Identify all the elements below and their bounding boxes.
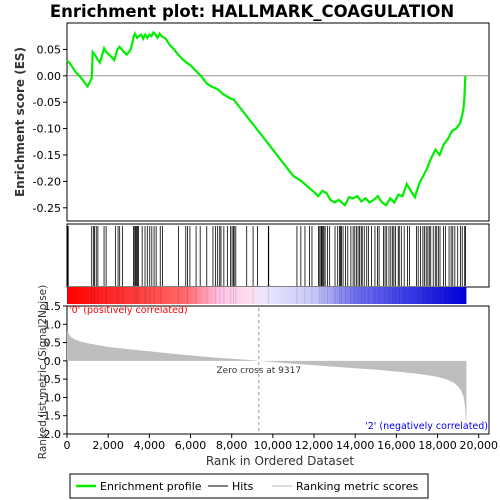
metric-y-axis-ticks: -2.0 -1.5 -1.0 -0.5 0.0 0.5 1.0 1.5: [40, 300, 67, 441]
ranking-gradient-bar: [67, 287, 467, 304]
metric-y-tick-label: -2.0: [40, 428, 61, 441]
metric-y-axis-label: Ranked list metric (Signal2Noise): [37, 285, 49, 460]
hit-lines: [67, 226, 466, 286]
x-tick-label: 18,000: [418, 439, 457, 452]
x-tick-label: 2,000: [92, 439, 124, 452]
legend: Enrichment profile Hits Ranking metric s…: [69, 473, 429, 499]
metric-y-tick-label: 1.0: [44, 318, 62, 331]
ranking-metric-area: [67, 330, 467, 429]
negative-correlation-label: '2' (negatively correlated): [365, 421, 488, 432]
zero-cross-annotation: Zero cross at 9317: [217, 366, 302, 376]
gradient-panel: [67, 287, 467, 304]
es-y-tick-label: -0.20: [33, 175, 61, 188]
x-tick-label: 8,000: [216, 439, 248, 452]
x-tick-label: 14,000: [336, 439, 375, 452]
x-axis-ticks: 0 2,000 4,000 6,000 8,000 10,000 12,000 14,000 1…: [64, 434, 498, 452]
legend-enrichment-label: Enrichment profile: [100, 480, 202, 493]
x-axis-label: Rank in Ordered Dataset: [206, 454, 354, 468]
metric-panel: Zero cross at 9317 '0' (positively corre…: [37, 285, 490, 460]
es-y-tick-label: -0.25: [33, 202, 61, 215]
metric-y-tick-label: -1.5: [40, 410, 61, 423]
gradient-stripes: [67, 287, 466, 304]
es-y-tick-label: 0.00: [37, 70, 62, 83]
x-tick-label: 0: [64, 439, 71, 452]
es-y-tick-label: -0.10: [33, 123, 61, 136]
enrichment-profile-line: [66, 30, 467, 207]
hits-panel: [66, 223, 490, 288]
x-tick-label: 10,000: [254, 439, 293, 452]
es-y-axis-label: Enrichment score (ES): [13, 47, 27, 197]
legend-box: [69, 473, 429, 499]
es-y-tick-label: -0.15: [33, 149, 61, 162]
chart-title: Enrichment plot: HALLMARK_COAGULATION: [50, 2, 454, 21]
x-tick-label: 6,000: [175, 439, 207, 452]
es-panel: -0.25 -0.20 -0.15 -0.10 -0.05 0.00 0.05 Enrich…: [13, 22, 490, 222]
x-tick-label: 4,000: [134, 439, 166, 452]
metric-y-tick-label: 1.5: [44, 300, 62, 313]
legend-hits-label: Hits: [232, 480, 254, 493]
metric-y-tick-label: 0.0: [44, 355, 62, 368]
metric-y-tick-label: -1.0: [40, 391, 61, 404]
metric-y-tick-label: -0.5: [40, 373, 61, 386]
x-tick-label: 16,000: [377, 439, 416, 452]
es-y-tick-label: 0.05: [37, 43, 62, 56]
es-panel-frame: [66, 22, 490, 222]
legend-metric-label: Ranking metric scores: [296, 480, 418, 493]
x-tick-label: 20,000: [459, 439, 498, 452]
es-y-tick-label: -0.05: [33, 96, 61, 109]
hits-panel-frame: [66, 223, 490, 288]
positive-correlation-label: '0' (positively correlated): [69, 305, 188, 316]
es-y-axis-ticks: -0.25 -0.20 -0.15 -0.10 -0.05 0.00 0.05: [33, 43, 67, 215]
metric-y-tick-label: 0.5: [44, 337, 62, 350]
x-tick-label: 12,000: [295, 439, 334, 452]
